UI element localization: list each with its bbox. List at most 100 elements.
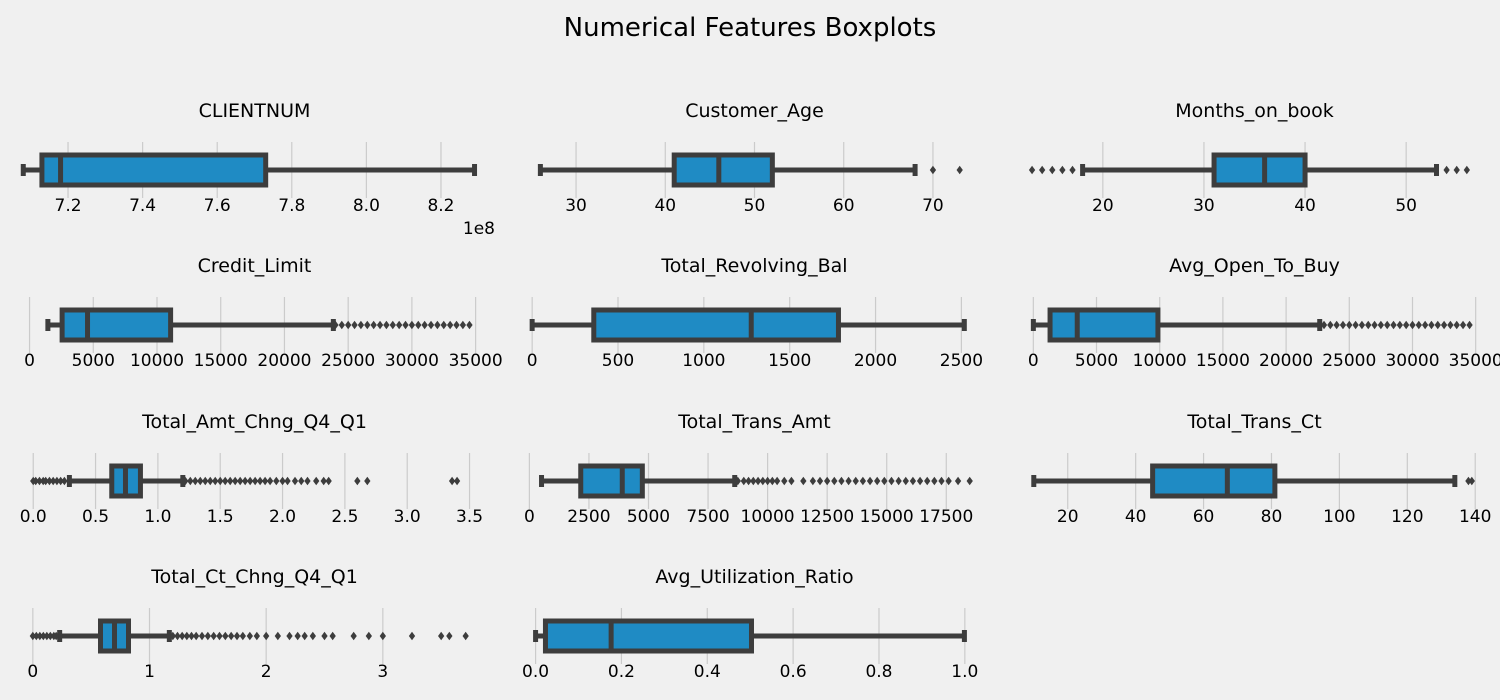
outlier-marker — [202, 476, 209, 486]
outlier-marker — [273, 476, 280, 486]
outlier-marker — [446, 320, 454, 330]
tick-label: 25000 — [321, 351, 375, 371]
tick-label: 2.0 — [269, 507, 296, 527]
tick-label: 7500 — [686, 507, 729, 527]
outlier-marker — [364, 476, 371, 486]
outlier-marker — [740, 476, 747, 486]
tick-label: 0.6 — [780, 662, 807, 682]
outlier-marker — [197, 476, 204, 486]
outlier-marker — [1346, 320, 1353, 330]
tick-label: 0 — [27, 662, 38, 682]
outlier-marker — [859, 476, 867, 486]
outlier-marker — [750, 476, 757, 486]
subplot-title: Total_Revolving_Bal — [660, 255, 847, 277]
tick-label: 50 — [744, 196, 766, 216]
iqr-box — [1211, 152, 1308, 188]
outlier-marker — [924, 476, 931, 486]
subplot-total-trans-ct: Total_Trans_Ct 20 40 60 80 100 120 140 — [1031, 411, 1491, 527]
tick-label: 1000 — [682, 351, 725, 371]
outlier-marker — [53, 631, 60, 641]
iqr-box — [542, 618, 754, 654]
outlier-marker — [1466, 320, 1473, 330]
tick-label: 0.0 — [522, 662, 549, 682]
outlier-marker — [357, 320, 365, 330]
outlier-marker — [294, 631, 301, 641]
tick-label: 30 — [565, 196, 587, 216]
outlier-marker — [874, 476, 881, 486]
outlier-marker — [1352, 320, 1359, 330]
outlier-marker — [256, 476, 264, 486]
tick-label: 35000 — [1449, 351, 1500, 371]
outlier-marker — [1421, 320, 1429, 330]
outlier-marker — [351, 320, 358, 330]
outlier-marker — [291, 476, 299, 486]
outlier-marker — [32, 476, 39, 486]
outlier-marker — [253, 631, 260, 641]
subplot-title: Avg_Utilization_Ratio — [655, 566, 853, 588]
outlier-marker — [1390, 320, 1397, 330]
outlier-marker — [286, 631, 293, 641]
outlier-marker — [1059, 165, 1066, 175]
outlier-marker — [383, 320, 390, 330]
outlier-marker — [182, 476, 189, 486]
outlier-marker — [945, 476, 952, 486]
iqr-box — [578, 463, 645, 499]
outlier-marker — [222, 476, 229, 486]
tick-label: 15000 — [860, 507, 914, 527]
subplot-total-ct-chng-q4-q1: Total_Ct_Chng_Q4_Q1 0 1 2 3 — [27, 566, 469, 682]
outlier-marker — [370, 320, 377, 330]
outlier-marker — [1447, 320, 1454, 330]
tick-label: 20 — [1057, 507, 1079, 527]
tick-label: 35000 — [449, 351, 503, 371]
outlier-marker — [1443, 165, 1450, 175]
outlier-marker — [1028, 165, 1036, 175]
outlier-marker — [36, 631, 43, 641]
outlier-marker — [325, 476, 332, 486]
tick-label: 1.0 — [144, 507, 171, 527]
outlier-marker — [188, 631, 195, 641]
outlier-marker — [332, 320, 339, 330]
outlier-marker — [212, 476, 219, 486]
outlier-marker — [228, 631, 235, 641]
tick-label: 120 — [1391, 507, 1423, 527]
outlier-marker — [956, 165, 963, 175]
tick-label: 7.2 — [55, 196, 82, 216]
tick-label: 500 — [602, 351, 634, 371]
subplot-title: Customer_Age — [685, 100, 824, 122]
iqr-box — [671, 152, 775, 188]
outlier-marker — [1358, 320, 1366, 330]
outlier-marker — [298, 476, 305, 486]
outlier-marker — [902, 476, 909, 486]
iqr-box — [1150, 463, 1278, 499]
tick-label: 40 — [1294, 196, 1316, 216]
outlier-marker — [216, 631, 223, 641]
outlier-marker — [301, 631, 308, 641]
tick-label: 20000 — [1259, 351, 1313, 371]
outlier-marker — [198, 631, 206, 641]
tick-label: 8.0 — [353, 196, 380, 216]
outlier-marker — [838, 476, 845, 486]
outlier-marker — [1039, 165, 1046, 175]
tick-label: 5000 — [1075, 351, 1118, 371]
outlier-marker — [916, 476, 924, 486]
outlier-marker — [338, 320, 345, 330]
outlier-marker — [954, 476, 962, 486]
outlier-marker — [174, 631, 181, 641]
subplot-avg-utilization-ratio: Avg_Utilization_Ratio 0.0 0.2 0.4 0.6 0.8 1.0 — [522, 566, 978, 682]
outlier-marker — [210, 631, 217, 641]
outlier-marker — [232, 476, 239, 486]
outlier-marker — [1339, 320, 1347, 330]
outlier-marker — [1333, 320, 1340, 330]
iqr-box — [59, 307, 174, 343]
tick-label: 50 — [1395, 196, 1417, 216]
outlier-marker — [1453, 320, 1460, 330]
tick-label: 40 — [1125, 507, 1147, 527]
outlier-marker — [1453, 165, 1460, 175]
subplot-title: Months_on_book — [1175, 100, 1333, 122]
outlier-marker — [1365, 320, 1372, 330]
outlier-marker — [309, 631, 316, 641]
outlier-marker — [350, 631, 357, 641]
outlier-marker — [446, 631, 453, 641]
outlier-marker — [734, 476, 741, 486]
outlier-marker — [246, 631, 253, 641]
